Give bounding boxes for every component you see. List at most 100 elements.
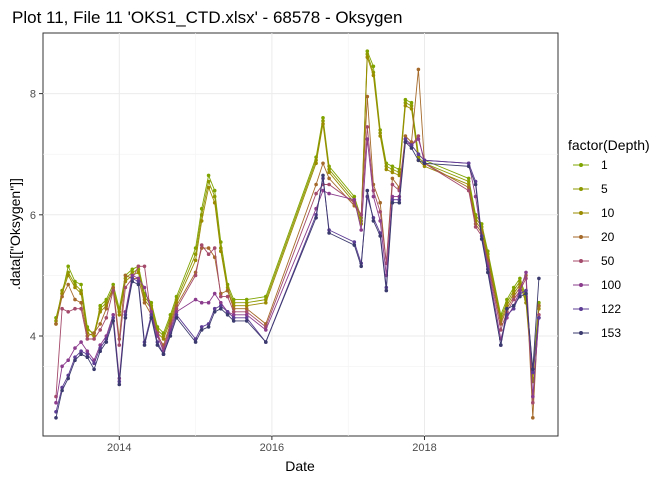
x-tick-label: 2014 xyxy=(107,442,131,454)
data-point xyxy=(174,316,179,320)
data-point xyxy=(479,237,484,241)
legend-key-point xyxy=(579,283,583,287)
data-point xyxy=(225,288,230,293)
data-point xyxy=(54,322,58,326)
data-point xyxy=(403,103,408,108)
data-point xyxy=(73,285,77,290)
data-point xyxy=(123,273,128,278)
data-point xyxy=(416,158,421,163)
data-point xyxy=(409,143,414,147)
data-point xyxy=(378,219,383,223)
data-point xyxy=(244,297,249,302)
data-point xyxy=(390,197,395,202)
data-point xyxy=(537,276,541,281)
data-point xyxy=(79,282,83,287)
y-tick-label: 6 xyxy=(30,210,36,222)
data-point xyxy=(231,316,236,320)
data-point xyxy=(314,191,318,196)
series-depth-153 xyxy=(54,140,541,420)
data-point xyxy=(142,343,147,347)
data-point xyxy=(66,270,70,275)
data-point xyxy=(422,158,427,163)
data-point xyxy=(79,288,83,293)
data-point xyxy=(111,313,115,317)
data-point xyxy=(416,152,421,156)
data-point xyxy=(371,73,376,78)
legend-key-point xyxy=(579,235,583,239)
legend-label: 122 xyxy=(601,302,621,316)
data-point xyxy=(130,279,135,284)
data-point xyxy=(123,285,128,290)
axis-layer: 2014 2016 2018 4 6 8 xyxy=(30,89,437,454)
data-point xyxy=(314,161,318,166)
data-point xyxy=(511,306,516,311)
data-point xyxy=(390,170,395,175)
data-point xyxy=(206,185,211,190)
data-point xyxy=(409,146,414,150)
data-point xyxy=(98,303,102,308)
data-point xyxy=(98,346,102,350)
data-point xyxy=(98,322,102,326)
data-point xyxy=(537,316,541,320)
data-point xyxy=(231,313,236,317)
data-point xyxy=(130,276,135,281)
data-point xyxy=(390,167,395,172)
data-point xyxy=(212,246,217,250)
y-tick-label: 4 xyxy=(30,331,36,343)
data-point xyxy=(193,273,198,278)
data-point xyxy=(73,306,77,311)
data-point xyxy=(321,122,325,126)
data-point xyxy=(66,282,70,287)
data-point xyxy=(378,200,383,205)
data-point xyxy=(206,325,211,329)
data-point xyxy=(518,276,522,281)
data-point xyxy=(219,300,223,305)
data-point xyxy=(219,249,223,253)
data-point xyxy=(466,182,471,187)
data-point xyxy=(149,303,154,308)
data-point xyxy=(225,294,230,299)
data-point xyxy=(60,364,64,369)
data-point xyxy=(123,316,128,320)
data-point xyxy=(199,243,204,247)
data-point xyxy=(365,49,370,53)
data-point xyxy=(212,200,217,205)
data-point xyxy=(174,310,179,314)
data-point xyxy=(79,291,83,296)
data-point xyxy=(92,337,96,341)
data-point xyxy=(365,125,370,129)
legend-key-point xyxy=(579,307,583,311)
legend-key-point xyxy=(579,211,583,215)
data-point xyxy=(161,352,166,357)
data-point xyxy=(85,355,90,360)
data-point xyxy=(352,197,357,202)
legend-item-122: 122 xyxy=(573,302,621,316)
data-point xyxy=(174,306,179,311)
data-point xyxy=(352,194,357,199)
legend-item-1: 1 xyxy=(573,158,608,172)
legend-item-153: 153 xyxy=(573,326,621,340)
data-point xyxy=(60,388,64,393)
data-point xyxy=(79,340,83,344)
data-point xyxy=(155,343,160,347)
data-point xyxy=(384,288,389,293)
data-point xyxy=(403,97,408,102)
legend-label: 1 xyxy=(601,158,608,172)
legend-label: 100 xyxy=(601,278,621,292)
legend-key-point xyxy=(579,163,583,167)
legend: 1 5 10 20 50 100 122 153 xyxy=(573,158,621,340)
data-point xyxy=(79,300,83,305)
data-point xyxy=(73,358,77,363)
data-point xyxy=(244,303,249,308)
data-point xyxy=(98,349,102,354)
data-point xyxy=(473,225,478,229)
data-point xyxy=(54,400,58,405)
data-point xyxy=(409,103,414,108)
legend-label: 20 xyxy=(601,230,615,244)
data-point xyxy=(466,161,471,166)
data-point xyxy=(225,313,230,317)
data-point xyxy=(264,328,268,332)
data-point xyxy=(486,270,490,275)
data-point xyxy=(199,325,204,329)
